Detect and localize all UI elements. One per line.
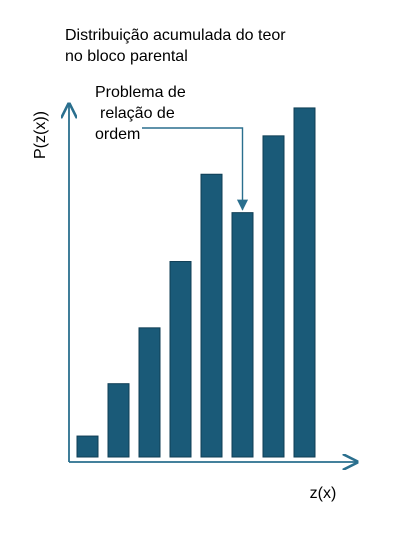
bar-2 <box>107 383 130 458</box>
chart-title-line-2: no bloco parental <box>65 48 188 65</box>
bar-6 <box>231 212 254 458</box>
bar-4 <box>169 261 192 458</box>
y-axis-label: P(z(x)) <box>32 111 49 159</box>
annotation-line-3: ordem <box>95 126 140 143</box>
annotation-line-1: Problema de <box>95 84 186 101</box>
chart-title-line-1: Distribuição acumulada do teor <box>65 27 286 44</box>
bar-1 <box>76 435 99 458</box>
annotation-line-2: relação de <box>100 105 175 122</box>
annotation-arrow <box>142 127 249 211</box>
bar-5 <box>200 173 223 458</box>
bar-3 <box>138 327 161 458</box>
bar-8 <box>293 107 316 458</box>
bar-7 <box>262 135 285 458</box>
bar-series <box>76 107 316 458</box>
x-axis-label: z(x) <box>310 485 337 502</box>
